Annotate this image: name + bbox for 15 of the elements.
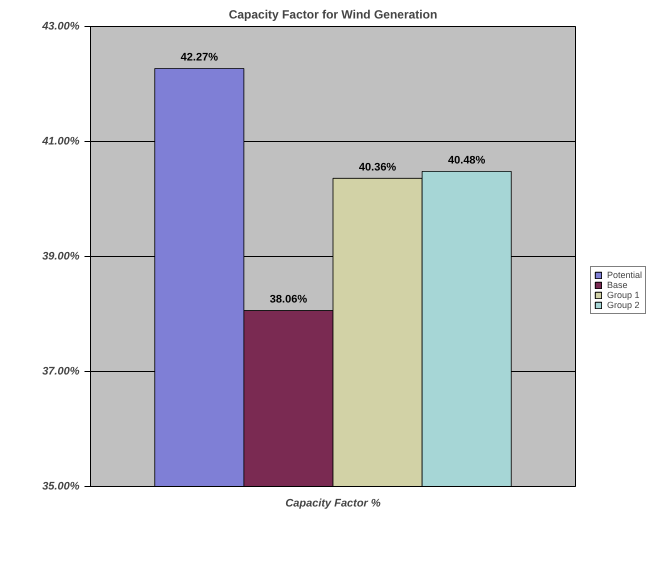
legend-label: Base (607, 280, 628, 290)
data-label: 40.48% (448, 154, 486, 166)
legend-label: Group 1 (607, 290, 640, 300)
x-axis-title: Capacity Factor % (285, 498, 381, 510)
y-tick-label: 37.00% (42, 366, 80, 378)
y-tick-label: 43.00% (41, 20, 80, 32)
chart-title: Capacity Factor for Wind Generation (228, 8, 438, 22)
data-label: 42.27% (180, 51, 218, 64)
y-tick-label: 35.00% (42, 480, 80, 492)
legend-label: Group 2 (607, 300, 640, 310)
y-tick-label: 41.00% (41, 136, 80, 148)
data-label: 40.36% (358, 161, 396, 174)
legend-label: Potential (607, 270, 642, 280)
y-tick-label: 39.00% (42, 250, 80, 262)
data-label: 38.06% (270, 294, 308, 306)
